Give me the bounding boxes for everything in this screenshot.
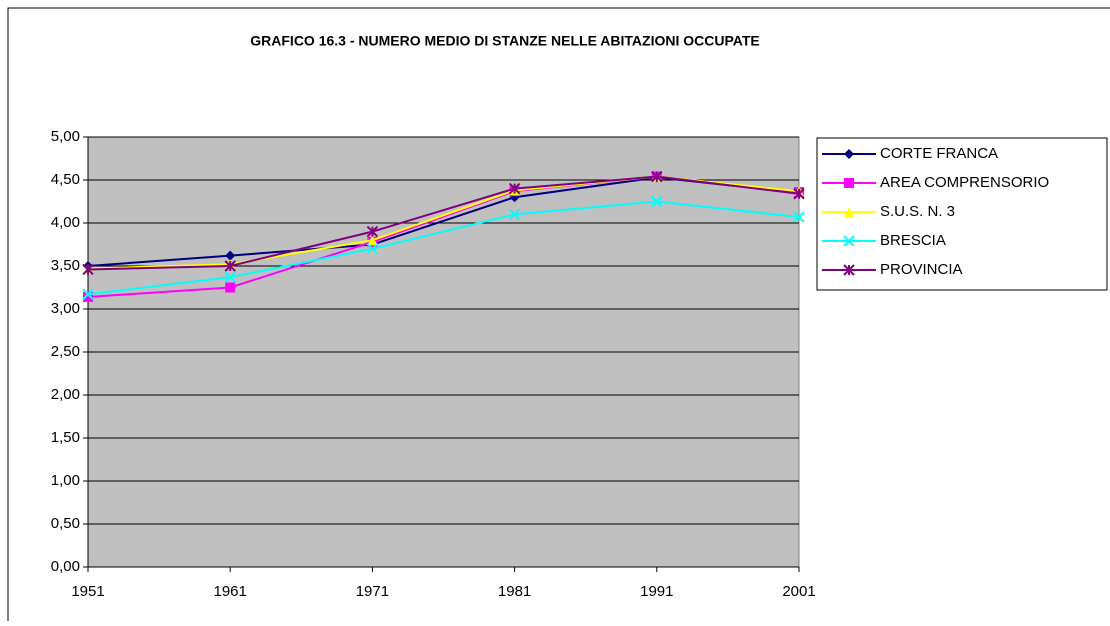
legend-label: S.U.S. N. 3 xyxy=(880,203,955,220)
y-tick-label: 0,50 xyxy=(51,515,80,532)
marker xyxy=(82,288,94,301)
marker xyxy=(844,149,854,159)
chart-title: GRAFICO 16.3 - NUMERO MEDIO DI STANZE NE… xyxy=(250,33,759,49)
marker xyxy=(844,207,854,217)
marker xyxy=(651,195,663,208)
legend-box xyxy=(816,137,1108,291)
marker xyxy=(793,188,805,200)
legend-label: BRESCIA xyxy=(880,232,946,249)
y-tick-label: 2,00 xyxy=(51,386,80,403)
legend-label: CORTE FRANCA xyxy=(880,145,998,162)
marker xyxy=(793,211,805,223)
y-tick-label: 4,50 xyxy=(51,171,80,188)
y-tick-label: 1,00 xyxy=(51,472,80,489)
y-tick-label: 2,50 xyxy=(51,343,80,360)
marker xyxy=(224,271,236,283)
marker xyxy=(843,235,855,247)
legend-label: PROVINCIA xyxy=(880,261,963,278)
marker xyxy=(651,170,663,183)
y-tick-label: 0,00 xyxy=(51,558,80,575)
series-line xyxy=(87,200,800,296)
x-tick-label: 1971 xyxy=(356,583,389,600)
marker xyxy=(844,178,854,188)
y-tick-label: 3,00 xyxy=(51,300,80,317)
marker xyxy=(508,208,521,221)
marker xyxy=(82,263,94,276)
y-tick-label: 3,50 xyxy=(51,257,80,274)
marker xyxy=(225,282,236,293)
legend-label: AREA COMPRENSORIO xyxy=(880,174,1049,191)
marker xyxy=(843,264,855,276)
y-tick-label: 1,50 xyxy=(51,429,80,446)
marker xyxy=(508,182,521,195)
marker xyxy=(366,243,379,255)
marker xyxy=(366,225,379,238)
x-tick-label: 1991 xyxy=(640,583,673,600)
y-tick-label: 4,00 xyxy=(51,214,80,231)
marker xyxy=(224,260,236,272)
marker xyxy=(83,291,93,302)
marker xyxy=(225,250,236,261)
x-tick-label: 2001 xyxy=(782,583,815,600)
x-tick-label: 1951 xyxy=(71,583,104,600)
x-tick-label: 1961 xyxy=(214,583,247,600)
series-line xyxy=(87,175,800,271)
y-tick-label: 5,00 xyxy=(51,128,80,145)
x-tick-label: 1981 xyxy=(498,583,531,600)
marker xyxy=(367,235,378,246)
